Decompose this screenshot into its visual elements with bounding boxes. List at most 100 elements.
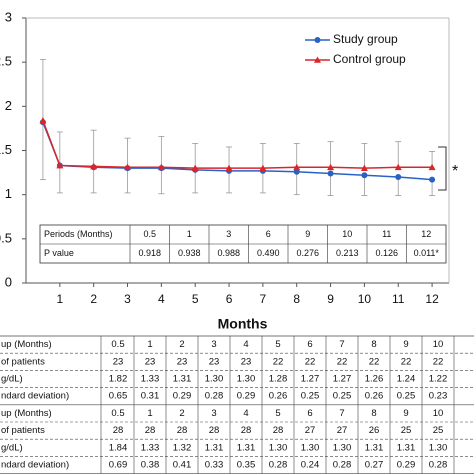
table-cell: 1.84: [109, 442, 128, 453]
table-cell: 1.30: [429, 442, 448, 453]
x-tick-label: 5: [192, 292, 199, 306]
inset-table-cell: 0.276: [296, 248, 319, 258]
table-cell: 0.41: [173, 460, 192, 471]
table-cell: 25: [433, 425, 444, 436]
table-cell: 0.35: [237, 460, 256, 471]
table-cell: 1.22: [429, 374, 448, 385]
y-tick-label: 2.5: [0, 54, 12, 69]
table-cell: 27: [337, 425, 348, 436]
table-cell: 1.24: [397, 374, 416, 385]
table-cell: 1: [147, 408, 152, 419]
table-cell: 0.26: [269, 391, 288, 402]
table-cell: 9: [403, 339, 408, 350]
table-cell: 0.25: [397, 391, 416, 402]
table-cell: 0.29: [237, 391, 256, 402]
table-cell: 10: [433, 339, 444, 350]
table-cell: 0.28: [269, 460, 288, 471]
table-cell: 0.25: [301, 391, 320, 402]
table-cell: 4: [243, 408, 248, 419]
table-cell: 0.29: [173, 391, 192, 402]
table-cell: 0.26: [365, 391, 384, 402]
x-tick-label: 12: [425, 292, 439, 306]
table-cell: 23: [209, 356, 220, 367]
annotation: *: [452, 163, 458, 180]
table-cell: 0.28: [205, 391, 224, 402]
table-cell: 5: [275, 339, 280, 350]
table-cell: 1.32: [173, 442, 192, 453]
table-cell: 7: [339, 339, 344, 350]
point-marker: [395, 174, 402, 180]
table-cell: 0.28: [333, 460, 352, 471]
point-marker: [39, 116, 47, 124]
x-tick-label: 6: [226, 292, 233, 306]
y-tick-label: 2: [5, 98, 12, 113]
x-axis-label: Months: [218, 316, 268, 332]
table-cell: 0.65: [109, 391, 128, 402]
legend-label: Study group: [333, 32, 398, 46]
point-marker: [56, 162, 64, 169]
table-cell: 28: [209, 425, 220, 436]
inset-table-cell: 0.490: [257, 248, 280, 258]
table-cell: up (Months): [1, 408, 52, 419]
table-cell: 0.23: [429, 391, 448, 402]
table-cell: 1.33: [141, 374, 160, 385]
table-cell: 1.30: [269, 442, 288, 453]
table-cell: 22: [401, 356, 412, 367]
y-tick-label: 1: [5, 186, 12, 201]
table-cell: 0.69: [109, 460, 128, 471]
x-tick-label: 1: [56, 292, 63, 306]
x-tick-label: 3: [124, 292, 131, 306]
x-tick-label: 2: [90, 292, 97, 306]
table-cell: 4: [243, 339, 248, 350]
y-tick-label: 0: [5, 274, 12, 289]
table-cell: 22: [337, 356, 348, 367]
point-marker: [361, 172, 368, 179]
table-cell: 0.25: [333, 391, 352, 402]
point-marker: [360, 164, 368, 171]
inset-table-cell: 9: [305, 229, 310, 239]
table-cell: 25: [401, 425, 412, 436]
y-tick-label: 0.5: [0, 230, 12, 245]
table-cell: 28: [177, 425, 188, 436]
inset-table-cell: 0.213: [336, 248, 359, 258]
table-cell: 23: [145, 356, 156, 367]
table-cell: 1.27: [333, 374, 352, 385]
point-marker: [428, 163, 436, 171]
point-marker: [157, 163, 165, 171]
table-cell: 0.28: [429, 460, 448, 471]
x-tick-label: 10: [358, 292, 372, 306]
table-cell: 6: [307, 408, 312, 419]
y-tick-label: 1.5: [0, 142, 12, 157]
point-marker: [90, 162, 98, 170]
legend-marker: [314, 56, 321, 63]
table-cell: 0.31: [141, 391, 160, 402]
inset-table-cell: 6: [266, 229, 271, 239]
point-marker: [225, 164, 233, 171]
table-cell: g/dL): [1, 442, 23, 453]
table-cell: 22: [273, 356, 284, 367]
table-cell: 7: [339, 408, 344, 419]
table-cell: 1.30: [301, 442, 320, 453]
table-cell: g/dL): [1, 374, 23, 385]
table-cell: 8: [371, 339, 376, 350]
x-tick-label: 9: [327, 292, 334, 306]
table-cell: 28: [113, 425, 124, 436]
table-cell: 27: [305, 425, 316, 436]
inset-table-cell: 3: [226, 229, 231, 239]
table-cell: 1.28: [269, 374, 288, 385]
table-cell: 0.24: [301, 460, 320, 471]
table-cell: 2: [179, 339, 184, 350]
point-marker: [293, 168, 300, 175]
table-cell: 1.30: [333, 442, 352, 453]
bracket: [438, 146, 447, 191]
table-cell: 1.31: [205, 442, 224, 453]
point-marker: [191, 164, 199, 171]
table-cell: 3: [211, 408, 216, 419]
table-cell: 23: [113, 356, 124, 367]
point-marker: [394, 163, 402, 171]
x-tick-label: 7: [260, 292, 267, 306]
inset-table-cell: 1: [187, 229, 192, 239]
table-cell: 1.31: [237, 442, 256, 453]
